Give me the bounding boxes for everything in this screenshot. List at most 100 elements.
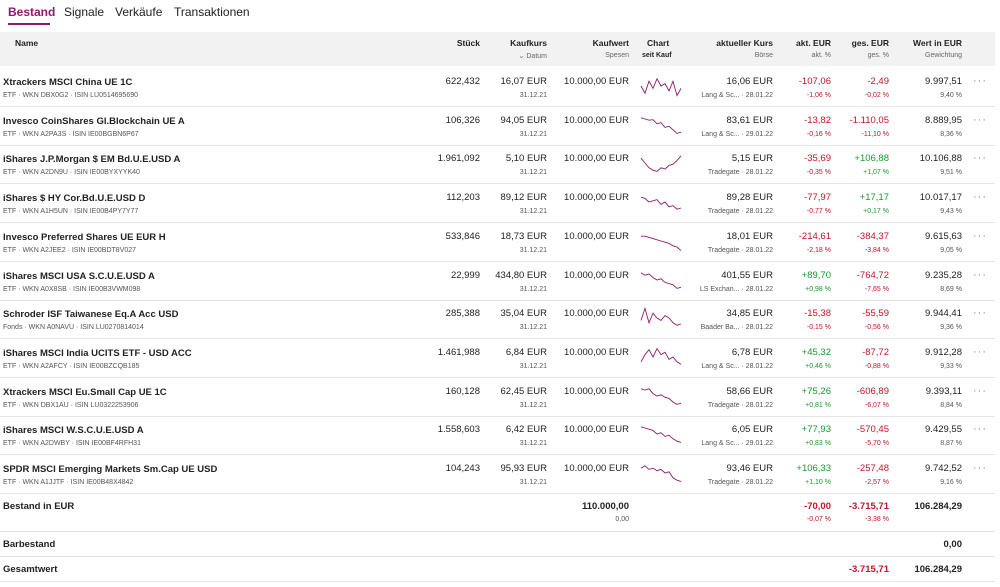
- more-dots-icon[interactable]: ···: [973, 229, 987, 242]
- gewichtung: 8,36 %: [940, 130, 962, 138]
- more-dots-icon[interactable]: ···: [973, 384, 987, 397]
- wert-eur: 9.997,51: [925, 76, 962, 87]
- table-row[interactable]: Xtrackers MSCI Eu.Small Cap UE 1C ETF · W…: [0, 377, 995, 417]
- ges-pct: -0,02 %: [864, 92, 889, 99]
- ges-eur: -384,37: [856, 230, 889, 242]
- stueck-value: 533,846: [445, 230, 480, 242]
- kauf-datum: 31.12.21: [519, 362, 547, 370]
- table-row[interactable]: iShares $ HY Cor.Bd.U.E.USD D ETF · WKN A…: [0, 183, 995, 224]
- ges-eur: -570,45: [856, 424, 889, 436]
- stueck-value: 1.961,092: [437, 153, 480, 165]
- gewichtung: 9,36 %: [940, 324, 962, 332]
- kaufwert-value: 10.000,00 EUR: [564, 385, 629, 397]
- kurs-value: 83,61 EUR: [726, 114, 773, 126]
- akt-pct: +0,98 %: [805, 285, 831, 293]
- kaufwert-value: 10.000,00 EUR: [564, 192, 629, 204]
- tab-bestand[interactable]: Bestand: [8, 5, 56, 19]
- table-row[interactable]: iShares MSCI USA S.C.U.E.USD A ETF · WKN …: [0, 261, 995, 301]
- instrument-name[interactable]: Invesco Preferred Shares UE EUR H: [3, 231, 166, 243]
- gewichtung: 9,16 %: [940, 479, 962, 486]
- summary-wert: 106.284,29: [914, 501, 962, 512]
- stueck-value: 622,432: [445, 76, 480, 87]
- wert-eur: 8.889,95: [925, 114, 962, 126]
- ges-pct: +0,17 %: [863, 208, 889, 216]
- table-row[interactable]: Invesco CoinShares Gl.Blockchain UE A ETF…: [0, 106, 995, 146]
- kaufwert-value: 10.000,00 EUR: [564, 114, 629, 126]
- col-kurs[interactable]: aktueller Kurs: [716, 38, 773, 48]
- more-dots-icon[interactable]: ···: [973, 345, 987, 358]
- ges-eur: -257,48: [856, 463, 889, 474]
- tab-signale[interactable]: Signale: [64, 5, 105, 19]
- stueck-value: 1.558,603: [437, 424, 480, 436]
- table-row[interactable]: iShares MSCI W.S.C.U.E.USD A ETF · WKN A2…: [0, 415, 995, 456]
- more-dots-icon[interactable]: ···: [973, 113, 987, 126]
- col-wert[interactable]: Wert in EUR: [913, 38, 962, 48]
- summary-row-gesamt: Gesamtwert -3.715,71 106.284,29: [0, 557, 995, 582]
- more-dots-icon[interactable]: ···: [973, 423, 987, 436]
- summary-bestand-label: Bestand in EUR: [3, 501, 75, 512]
- wert-eur: 9.742,52: [925, 463, 962, 474]
- summary-spesen: 0,00: [615, 516, 629, 523]
- sparkline-chart: [640, 465, 682, 482]
- more-dots-icon[interactable]: ···: [973, 307, 987, 320]
- table-row[interactable]: Xtrackers MSCI China UE 1C ETF · WKN DBX0…: [0, 67, 995, 107]
- instrument-name[interactable]: iShares MSCI India UCITS ETF - USD ACC: [3, 347, 192, 359]
- tab-transaktionen[interactable]: Transaktionen: [174, 5, 250, 19]
- instrument-name[interactable]: iShares MSCI USA S.C.U.E.USD A: [3, 270, 155, 282]
- table-row[interactable]: Invesco Preferred Shares UE EUR H ETF · W…: [0, 222, 995, 262]
- instrument-name[interactable]: iShares $ HY Cor.Bd.U.E.USD D: [3, 193, 146, 205]
- akt-pct: -0,77 %: [806, 208, 831, 216]
- sparkline-path: [640, 465, 682, 482]
- instrument-name[interactable]: iShares J.P.Morgan $ EM Bd.U.E.USD A: [3, 154, 181, 166]
- more-dots-icon[interactable]: ···: [973, 191, 987, 204]
- sparkline-chart: [640, 77, 682, 97]
- kauf-datum: 31.12.21: [519, 479, 547, 486]
- summary-row-barbestand: Barbestand 0,00: [0, 532, 995, 557]
- col-kaufkurs[interactable]: Kaufkurs: [510, 38, 547, 48]
- instrument-name[interactable]: iShares MSCI W.S.C.U.E.USD A: [3, 425, 144, 437]
- table-row[interactable]: SPDR MSCI Emerging Markets Sm.Cap UE USD…: [0, 454, 995, 494]
- table-row[interactable]: Schroder ISF Taiwanese Eq.A Acc USD Fonds…: [0, 299, 995, 340]
- boerse-info: Lang & Sc... · 29.01.22: [701, 440, 773, 448]
- instrument-meta: ETF · WKN DBX1AU · ISIN LU0322253906: [3, 401, 139, 409]
- boerse-info: Baader Ba... · 28.01.22: [700, 324, 773, 332]
- kauf-datum: 31.12.21: [519, 401, 547, 409]
- akt-eur: +106,33: [796, 463, 831, 474]
- boerse-info: Tradegate · 28.01.22: [707, 208, 773, 216]
- more-dots-icon[interactable]: ···: [973, 152, 987, 165]
- instrument-name[interactable]: SPDR MSCI Emerging Markets Sm.Cap UE USD: [3, 464, 218, 475]
- more-dots-icon[interactable]: ···: [973, 75, 987, 87]
- more-dots-icon[interactable]: ···: [973, 268, 987, 281]
- sparkline-path: [640, 196, 682, 210]
- col-kaufkurs-sub[interactable]: ⌄ Datum: [519, 52, 547, 60]
- instrument-meta: ETF · WKN DBX0G2 · ISIN LU0514695690: [3, 92, 138, 99]
- ges-pct: -2,57 %: [864, 479, 889, 486]
- col-akt[interactable]: akt. EUR: [796, 38, 831, 48]
- table-row[interactable]: iShares J.P.Morgan $ EM Bd.U.E.USD A ETF …: [0, 144, 995, 185]
- instrument-name[interactable]: Xtrackers MSCI Eu.Small Cap UE 1C: [3, 386, 167, 398]
- sparkline-chart: [640, 155, 682, 173]
- instrument-meta: ETF · WKN A2PA3S · ISIN IE00BGBN6P67: [3, 130, 139, 138]
- instrument-name[interactable]: Invesco CoinShares Gl.Blockchain UE A: [3, 115, 185, 127]
- more-dots-icon[interactable]: ···: [973, 462, 987, 474]
- akt-eur: -214,61: [798, 230, 831, 242]
- col-stueck[interactable]: Stück: [456, 38, 480, 48]
- wert-eur: 9.615,63: [925, 230, 962, 242]
- summary-row-bestand: Bestand in EUR 110.000,00 0,00 -70,00 -0…: [0, 493, 995, 532]
- instrument-meta: ETF · WKN A1H5UN · ISIN IE00B4PY7Y77: [3, 208, 139, 216]
- kauf-datum: 31.12.21: [519, 92, 547, 99]
- col-ges[interactable]: ges. EUR: [851, 38, 889, 48]
- col-kaufwert[interactable]: Kaufwert: [592, 38, 629, 48]
- kauf-datum: 31.12.21: [519, 169, 547, 177]
- instrument-name[interactable]: Xtrackers MSCI China UE 1C: [3, 77, 133, 88]
- col-name[interactable]: Name: [15, 38, 39, 48]
- gesamt-ges: -3.715,71: [848, 564, 889, 575]
- gewichtung: 9,51 %: [940, 169, 962, 177]
- kurs-value: 34,85 EUR: [726, 308, 773, 320]
- tab-verkaeufe[interactable]: Verkäufe: [115, 5, 163, 19]
- kurs-value: 401,55 EUR: [721, 269, 773, 281]
- instrument-name[interactable]: Schroder ISF Taiwanese Eq.A Acc USD: [3, 309, 179, 321]
- table-row[interactable]: iShares MSCI India UCITS ETF - USD ACC ET…: [0, 338, 995, 378]
- kaufkurs-value: 95,93 EUR: [500, 463, 547, 474]
- stueck-value: 285,388: [445, 308, 480, 320]
